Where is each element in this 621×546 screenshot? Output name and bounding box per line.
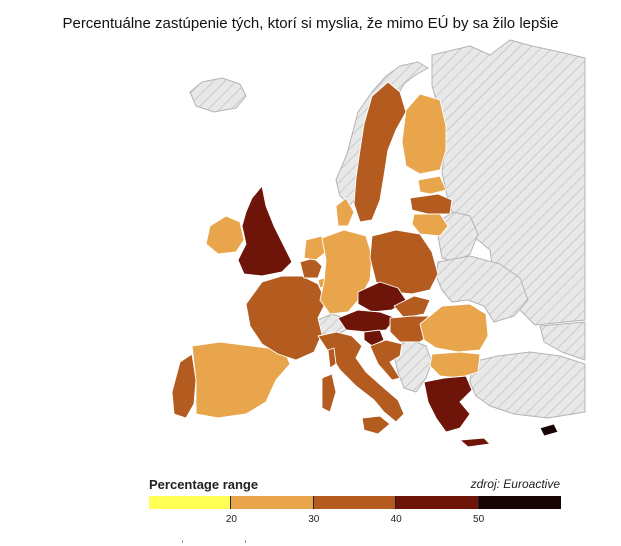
legend-tick-label: 30 — [308, 514, 320, 525]
turkey-region — [469, 351, 586, 419]
region-lithuania — [411, 213, 449, 237]
region-sardinia — [321, 373, 337, 413]
region-spain — [191, 341, 291, 419]
caucasus-region — [539, 321, 586, 361]
legend-bin-40-50 — [396, 496, 479, 509]
stray-mark — [182, 540, 183, 543]
region-sicily — [361, 415, 391, 435]
legend-tick-label: 40 — [390, 514, 402, 525]
region-bulgaria — [429, 351, 481, 379]
region-greece — [423, 375, 473, 433]
region-cyprus — [539, 423, 559, 437]
legend-tick-label: 20 — [225, 514, 237, 525]
region-crete — [459, 437, 491, 448]
ukraine-region — [435, 255, 529, 323]
region-poland — [369, 229, 439, 295]
region-denmark — [335, 197, 355, 227]
legend-bin-30-40 — [313, 496, 397, 509]
region-netherlands — [303, 235, 327, 261]
region-estonia — [417, 175, 447, 195]
legend-bin-50-60 — [478, 496, 561, 509]
legend-tick-label: 50 — [473, 514, 485, 525]
region-slovakia — [393, 295, 431, 319]
region-ireland — [205, 215, 245, 255]
region-croatia — [369, 339, 403, 381]
region-sweden — [353, 81, 407, 223]
region-belgium — [299, 257, 323, 279]
region-romania — [419, 303, 489, 353]
legend-color-bar — [149, 496, 561, 511]
region-austria — [337, 309, 397, 333]
region-corsica — [327, 347, 337, 369]
stray-mark — [245, 540, 246, 543]
legend-title: Percentage range — [149, 477, 259, 492]
legend-bin-10-20 — [149, 496, 232, 509]
region-uk — [237, 185, 293, 277]
region-italy — [317, 331, 405, 423]
region-finland — [401, 93, 447, 175]
europe-choropleth-map — [171, 39, 586, 448]
region-portugal — [171, 353, 197, 419]
map-title: Percentuálne zastúpenie tých, ktorí si m… — [62, 15, 559, 32]
region-latvia — [409, 193, 453, 215]
source-label: zdroj: Euroactive — [470, 477, 560, 491]
iceland-region — [189, 77, 247, 113]
eu-regions — [171, 81, 559, 448]
legend-bin-20-30 — [231, 496, 314, 509]
